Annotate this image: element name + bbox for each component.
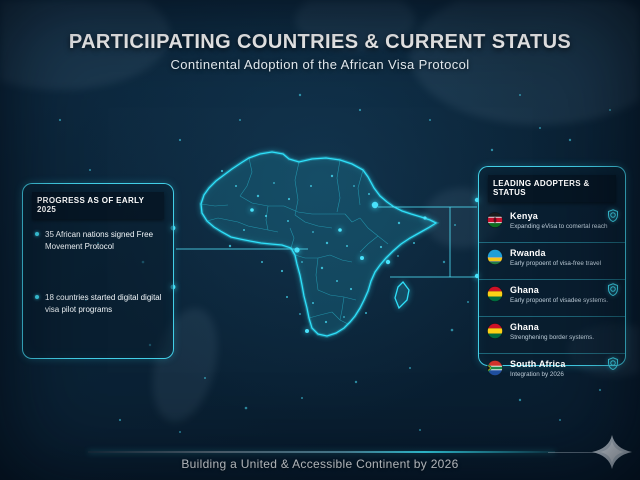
ghana-flag-icon [487, 286, 503, 302]
adopter-row-ghana-2: Ghana Strenghening border systems. [479, 316, 625, 353]
adopters-list: Kenya Expanding eVisa to comertal reach [479, 206, 625, 390]
madagascar-outline [394, 281, 410, 310]
shield-check-icon [607, 357, 619, 370]
adopter-row-south-africa: South Africa Integration by 2026 [479, 353, 625, 390]
progress-item: 18 countries started digital digital vis… [35, 292, 163, 315]
country-name: Kenya [510, 211, 539, 221]
progress-item-text: 18 countries started digital digital vis… [45, 293, 162, 314]
adopter-row-ghana: Ghana Early propoent of visadee systems. [479, 279, 625, 316]
shield-check-icon [607, 283, 619, 296]
footer-divider [88, 451, 555, 453]
south-africa-flag-icon [487, 360, 503, 376]
adopter-row-rwanda: Rwanda Early propoent of visa-free trave… [479, 242, 625, 279]
adopters-panel: LEADING ADOPTERS & STATUS [478, 166, 626, 378]
bullet-dot-icon [35, 295, 39, 300]
adopters-panel-title: LEADING ADOPTERS & STATUS [488, 175, 616, 202]
footer-tagline: Building a United & Accessible Continent… [181, 457, 459, 471]
country-status: Strenghening border systems. [510, 334, 595, 341]
country-status: Early propoent of visadee systems. [510, 297, 608, 304]
progress-item: 35 African nations signed Free Movement … [35, 229, 163, 252]
footer-divider-right [548, 452, 606, 453]
adopter-row-kenya: Kenya Expanding eVisa to comertal reach [479, 206, 625, 242]
rwanda-flag-icon [487, 249, 503, 265]
country-name: Rwanda [510, 248, 546, 258]
country-status: Expanding eVisa to comertal reach [510, 223, 608, 230]
progress-list: 35 African nations signed Free Movement … [23, 223, 173, 315]
country-status: Integration by 2026 [510, 371, 564, 378]
shield-check-icon [607, 209, 619, 222]
connector-lines [176, 206, 477, 278]
page-subtitle: Continental Adoption of the African Visa… [170, 57, 470, 72]
progress-panel-title: PROGRESS AS OF EARLY 2025 [32, 192, 164, 219]
bullet-dot-icon [35, 232, 39, 236]
progress-item-text: 35 African nations signed Free Movement … [45, 230, 154, 251]
page-title: PARTICIIPATING COUNTRIES & CURRENT STATU… [68, 31, 572, 53]
ghana-flag-icon [487, 323, 503, 339]
four-point-star-icon [592, 435, 632, 469]
country-name: South Africa [510, 359, 566, 369]
country-name: Ghana [510, 322, 540, 332]
country-name: Ghana [510, 285, 540, 295]
country-status: Early propoent of visa-free travel [510, 260, 601, 267]
kenya-flag-icon [487, 212, 503, 228]
progress-panel: PROGRESS AS OF EARLY 2025 35 African nat… [22, 183, 174, 359]
